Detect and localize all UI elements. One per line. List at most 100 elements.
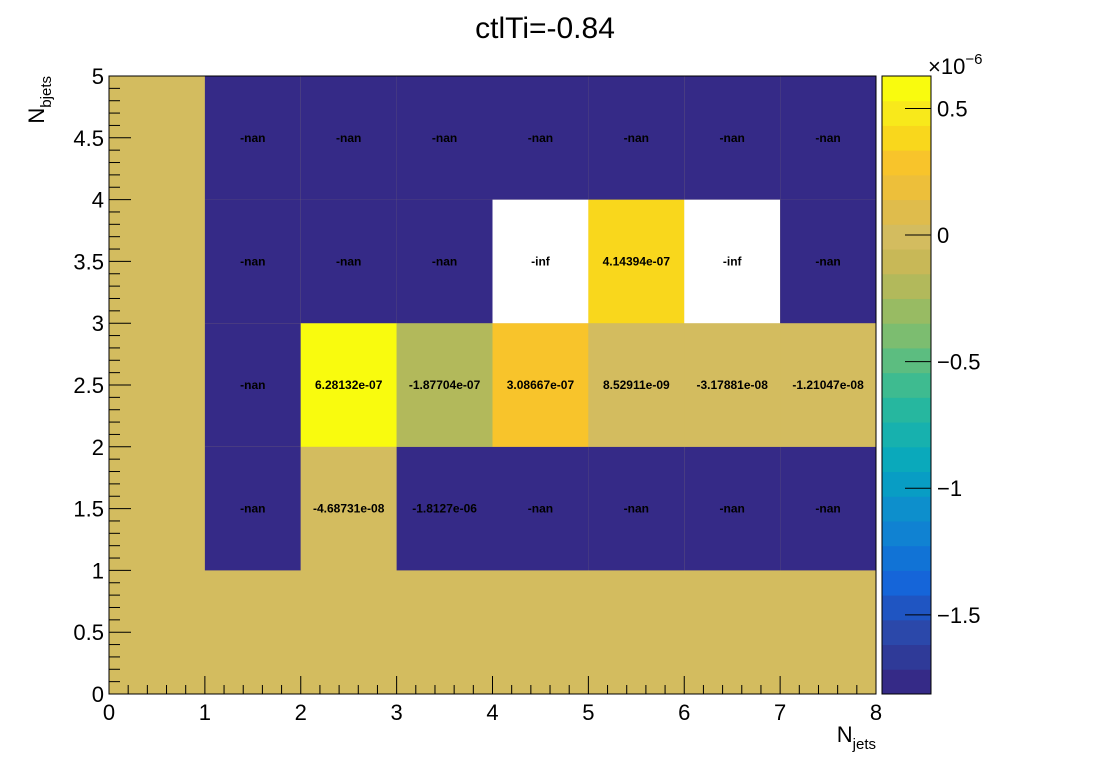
colorbar-swatch [882, 496, 931, 522]
colorbar-multiplier-base: ×10 [928, 54, 965, 79]
colorbar-swatch [882, 125, 931, 151]
cell-value-labels: -nan -4.68731e-08 -1.8127e-06 -nan -nan -nan -… [240, 131, 864, 516]
cell-value-label: -nan [815, 131, 840, 145]
colorbar-swatch [882, 545, 931, 571]
heatmap-cell [204, 199, 301, 324]
x-tick-label: 2 [295, 700, 307, 725]
cell-value-label: 6.28132e-07 [315, 378, 383, 392]
cell-value-label: -4.68731e-08 [313, 502, 385, 516]
colorbar-tick-label: −0.5 [937, 350, 980, 375]
colorbar-swatch [882, 471, 931, 497]
cell-value-label: -nan [240, 131, 265, 145]
y-tick-label: 2.5 [73, 373, 104, 398]
cell-value-label: -nan [336, 131, 361, 145]
colorbar-swatch [882, 347, 931, 374]
heatmap-cells [204, 76, 876, 571]
colorbar-swatch [882, 520, 931, 547]
y-tick-label: 5 [92, 64, 104, 89]
y-tick-label: 0.5 [73, 620, 104, 645]
colorbar-multiplier: ×10−6 [928, 51, 982, 79]
cell-value-label: -3.17881e-08 [696, 378, 768, 392]
heatmap-cell [588, 323, 685, 447]
colorbar-tick-label: 0.5 [937, 96, 968, 121]
heatmap-cell [684, 199, 781, 324]
heatmap-cell [300, 446, 397, 571]
cell-value-label: -1.87704e-07 [409, 378, 481, 392]
cell-value-label: -nan [240, 502, 265, 516]
heatmap-cell [780, 199, 876, 324]
cell-value-label: -nan [815, 502, 840, 516]
heatmap-cell [492, 446, 589, 571]
heatmap-cell [780, 446, 876, 571]
cell-value-label: -nan [624, 131, 649, 145]
colorbar-swatch [882, 619, 931, 646]
colorbar-swatch [882, 644, 931, 670]
colorbar-swatch [882, 273, 931, 299]
y-axis-title: Nbjets [24, 76, 55, 124]
y-tick-label: 0 [92, 682, 104, 707]
colorbar-swatch [882, 422, 931, 448]
cell-value-label: -nan [240, 378, 265, 392]
cell-value-label: -nan [240, 254, 265, 268]
colorbar-tick-label: −1.5 [937, 603, 980, 628]
x-tick-label: 1 [199, 700, 211, 725]
colorbar-swatch [882, 298, 931, 324]
heatmap-cell [396, 199, 493, 324]
y-tick-label: 1 [92, 558, 104, 583]
colorbar-swatch [882, 249, 931, 275]
cell-value-label: -1.21047e-08 [792, 378, 864, 392]
heatmap-cell [396, 323, 493, 447]
x-tick-label: 4 [486, 700, 498, 725]
heatmap-cell [588, 199, 685, 324]
colorbar-swatch [882, 100, 931, 126]
cell-value-label: -nan [720, 131, 745, 145]
heatmap-cell [204, 323, 301, 447]
x-tick-label: 3 [391, 700, 403, 725]
cell-value-label: -nan [720, 502, 745, 516]
heatmap-cell [300, 199, 397, 324]
colorbar-swatch [882, 76, 931, 102]
cell-value-label: -nan [528, 502, 553, 516]
x-axis-title: Njets [837, 722, 876, 753]
colorbar-tick-label: −1 [937, 476, 962, 501]
cell-value-label: -inf [723, 254, 743, 268]
cell-value-label: -nan [624, 502, 649, 516]
colorbar-swatch [882, 595, 931, 621]
colorbar-multiplier-exponent: −6 [965, 51, 982, 68]
heatmap-cell [492, 199, 589, 324]
plot-frame [108, 75, 877, 695]
cell-value-label: -nan [432, 254, 457, 268]
colorbar-swatch [882, 669, 931, 695]
colorbar-swatch [882, 150, 931, 176]
cell-value-label: -1.8127e-06 [412, 502, 477, 516]
colorbar-swatch [882, 397, 931, 423]
x-axis: 0 1 2 3 4 5 6 7 8 [103, 676, 882, 725]
heatmap-cell [492, 323, 589, 447]
heatmap-cell [204, 76, 301, 200]
y-tick-label: 4 [92, 188, 104, 213]
colorbar-swatch [882, 174, 931, 201]
y-tick-label: 3.5 [73, 249, 104, 274]
cell-value-label: -inf [531, 254, 551, 268]
color-scale-bar: 0.5 0 −0.5 −1 −1.5 [881, 75, 980, 695]
heatmap-cell [204, 446, 301, 571]
colorbar-swatch [882, 446, 931, 473]
cell-value-label: -nan [432, 131, 457, 145]
cell-value-label: -nan [815, 254, 840, 268]
x-tick-label: 0 [103, 700, 115, 725]
heatmap-cell [492, 76, 589, 200]
cell-value-label: 3.08667e-07 [507, 378, 575, 392]
heatmap-cell [396, 76, 493, 200]
heatmap-cell [684, 323, 781, 447]
y-tick-label: 4.5 [73, 126, 104, 151]
colorbar-swatch [882, 570, 931, 596]
heatmap-cell [780, 76, 876, 200]
x-tick-label: 7 [774, 700, 786, 725]
x-tick-label: 8 [870, 700, 882, 725]
heatmap-cell [588, 76, 685, 200]
x-axis-title-main: N [837, 722, 853, 747]
colorbar-swatch [882, 199, 931, 225]
heatmap-cell [684, 76, 781, 200]
heatmap-cell [684, 446, 781, 571]
